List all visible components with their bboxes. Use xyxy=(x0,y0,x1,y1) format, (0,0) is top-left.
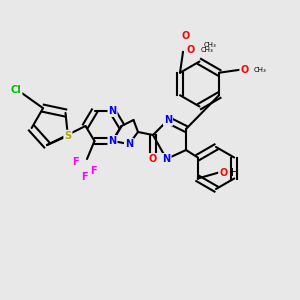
Text: F: F xyxy=(81,172,87,182)
Text: O: O xyxy=(186,45,195,55)
Text: O: O xyxy=(240,65,249,75)
Text: N: N xyxy=(164,115,172,125)
Text: N: N xyxy=(162,154,171,164)
Text: N: N xyxy=(108,106,117,116)
Text: O: O xyxy=(149,154,157,164)
Text: CH₃: CH₃ xyxy=(254,67,266,73)
Text: F: F xyxy=(90,166,96,176)
Text: Cl: Cl xyxy=(11,85,21,95)
Text: F: F xyxy=(72,157,78,167)
Text: N: N xyxy=(108,136,117,146)
Text: N: N xyxy=(125,139,133,149)
Text: CH₃: CH₃ xyxy=(201,47,214,53)
Text: S: S xyxy=(64,131,71,141)
Text: O: O xyxy=(182,31,190,41)
Text: O: O xyxy=(219,167,227,178)
Text: H: H xyxy=(231,167,238,178)
Text: CH₃: CH₃ xyxy=(204,42,217,48)
